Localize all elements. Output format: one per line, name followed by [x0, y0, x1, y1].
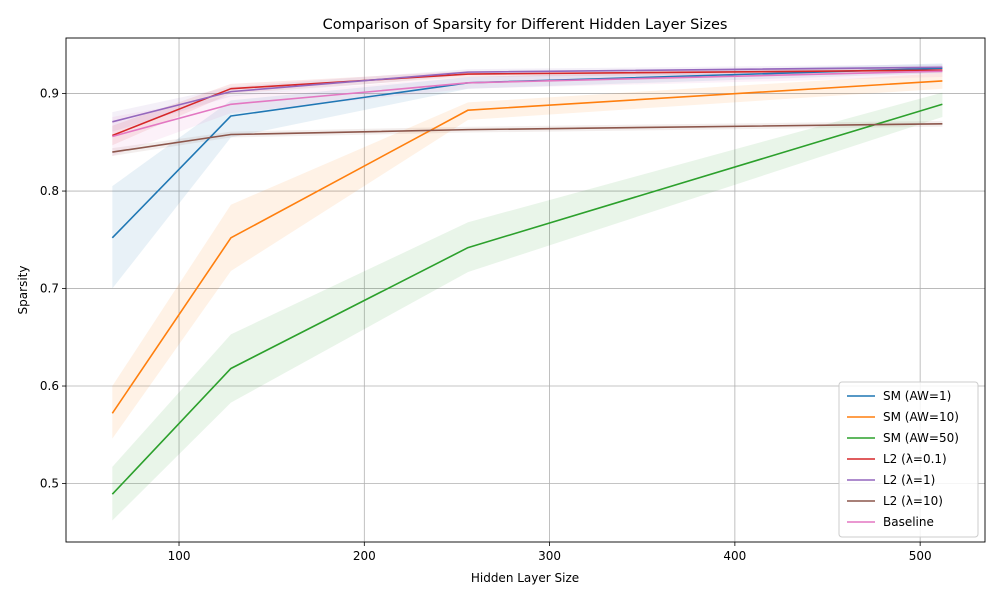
y-tick-label: 0.9	[40, 87, 59, 101]
series-line-1	[111, 67, 943, 239]
series-line-5	[112, 66, 943, 123]
series-line-2	[111, 80, 943, 414]
legend-box	[838, 381, 979, 538]
series-lines	[111, 66, 943, 495]
series-line-7	[112, 70, 943, 138]
legend-entry: Baseline	[883, 515, 934, 529]
plot-frame	[65, 37, 986, 543]
legend-entry: L2 (λ=0.1)	[883, 452, 947, 466]
legend-entry: L2 (λ=1)	[883, 473, 935, 487]
axis-ticks: 100 200 300 400 500 0.5 0.6 0.7 0.8 0.9	[40, 87, 932, 563]
legend-entry: SM (AW=50)	[883, 431, 959, 445]
chart-title: Comparison of Sparsity for Different Hid…	[323, 17, 728, 33]
confidence-band-3	[112, 92, 943, 521]
x-axis-title: Hidden Layer Size	[471, 571, 579, 585]
confidence-band-5	[112, 64, 943, 132]
x-tick-label: 300	[538, 549, 561, 563]
confidence-band-7	[112, 65, 943, 156]
grid-lines	[66, 38, 985, 542]
confidence-bands	[112, 63, 943, 521]
legend: SM (AW=1) SM (AW=10) SM (AW=50) L2 (λ=0.1) L…	[838, 381, 979, 538]
x-tick-label: 200	[353, 549, 376, 563]
legend-entry: SM (AW=1)	[883, 389, 951, 403]
y-axis-title: Sparsity	[16, 266, 30, 315]
legend-entry: L2 (λ=10)	[883, 494, 943, 508]
y-tick-label: 0.6	[40, 379, 59, 393]
series-line-3	[111, 103, 943, 495]
x-tick-label: 400	[723, 549, 746, 563]
y-tick-label: 0.8	[40, 184, 59, 198]
x-tick-label: 100	[168, 549, 191, 563]
y-tick-label: 0.7	[40, 282, 59, 296]
legend-entry: SM (AW=10)	[883, 410, 959, 424]
series-line-6	[112, 122, 943, 153]
x-tick-label: 500	[909, 549, 932, 563]
y-tick-label: 0.5	[40, 477, 59, 491]
confidence-band-4	[112, 67, 943, 146]
